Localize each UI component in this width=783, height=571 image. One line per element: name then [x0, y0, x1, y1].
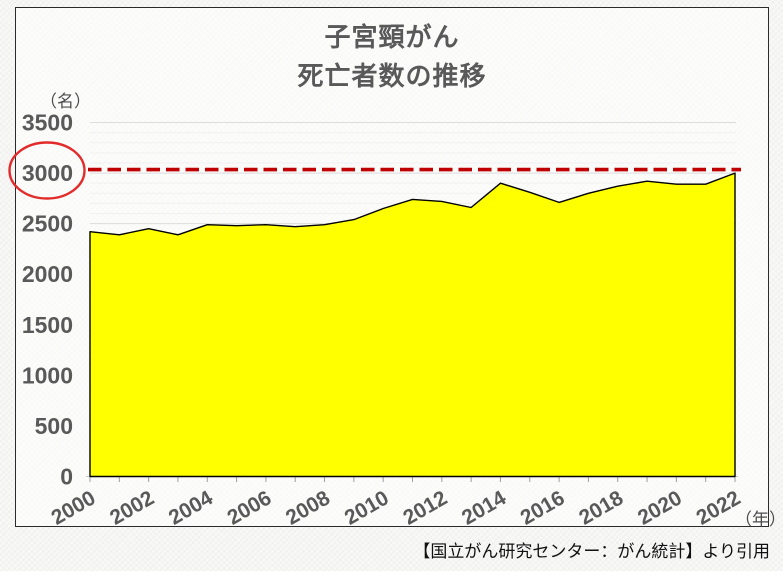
- y-axis-unit-label: （名）: [40, 92, 91, 111]
- chart-title: 子宮頸がん 死亡者数の推移: [16, 18, 768, 96]
- x-axis-unit-label: （年）: [735, 510, 783, 529]
- chart-frame: 子宮頸がん 死亡者数の推移 （名） （年）: [15, 7, 783, 529]
- chart-title-line1: 子宮頸がん: [324, 22, 460, 52]
- chart-title-line2: 死亡者数の推移: [297, 61, 487, 91]
- source-citation: 【国立がん研究センター：がん統計】より引用: [413, 542, 770, 561]
